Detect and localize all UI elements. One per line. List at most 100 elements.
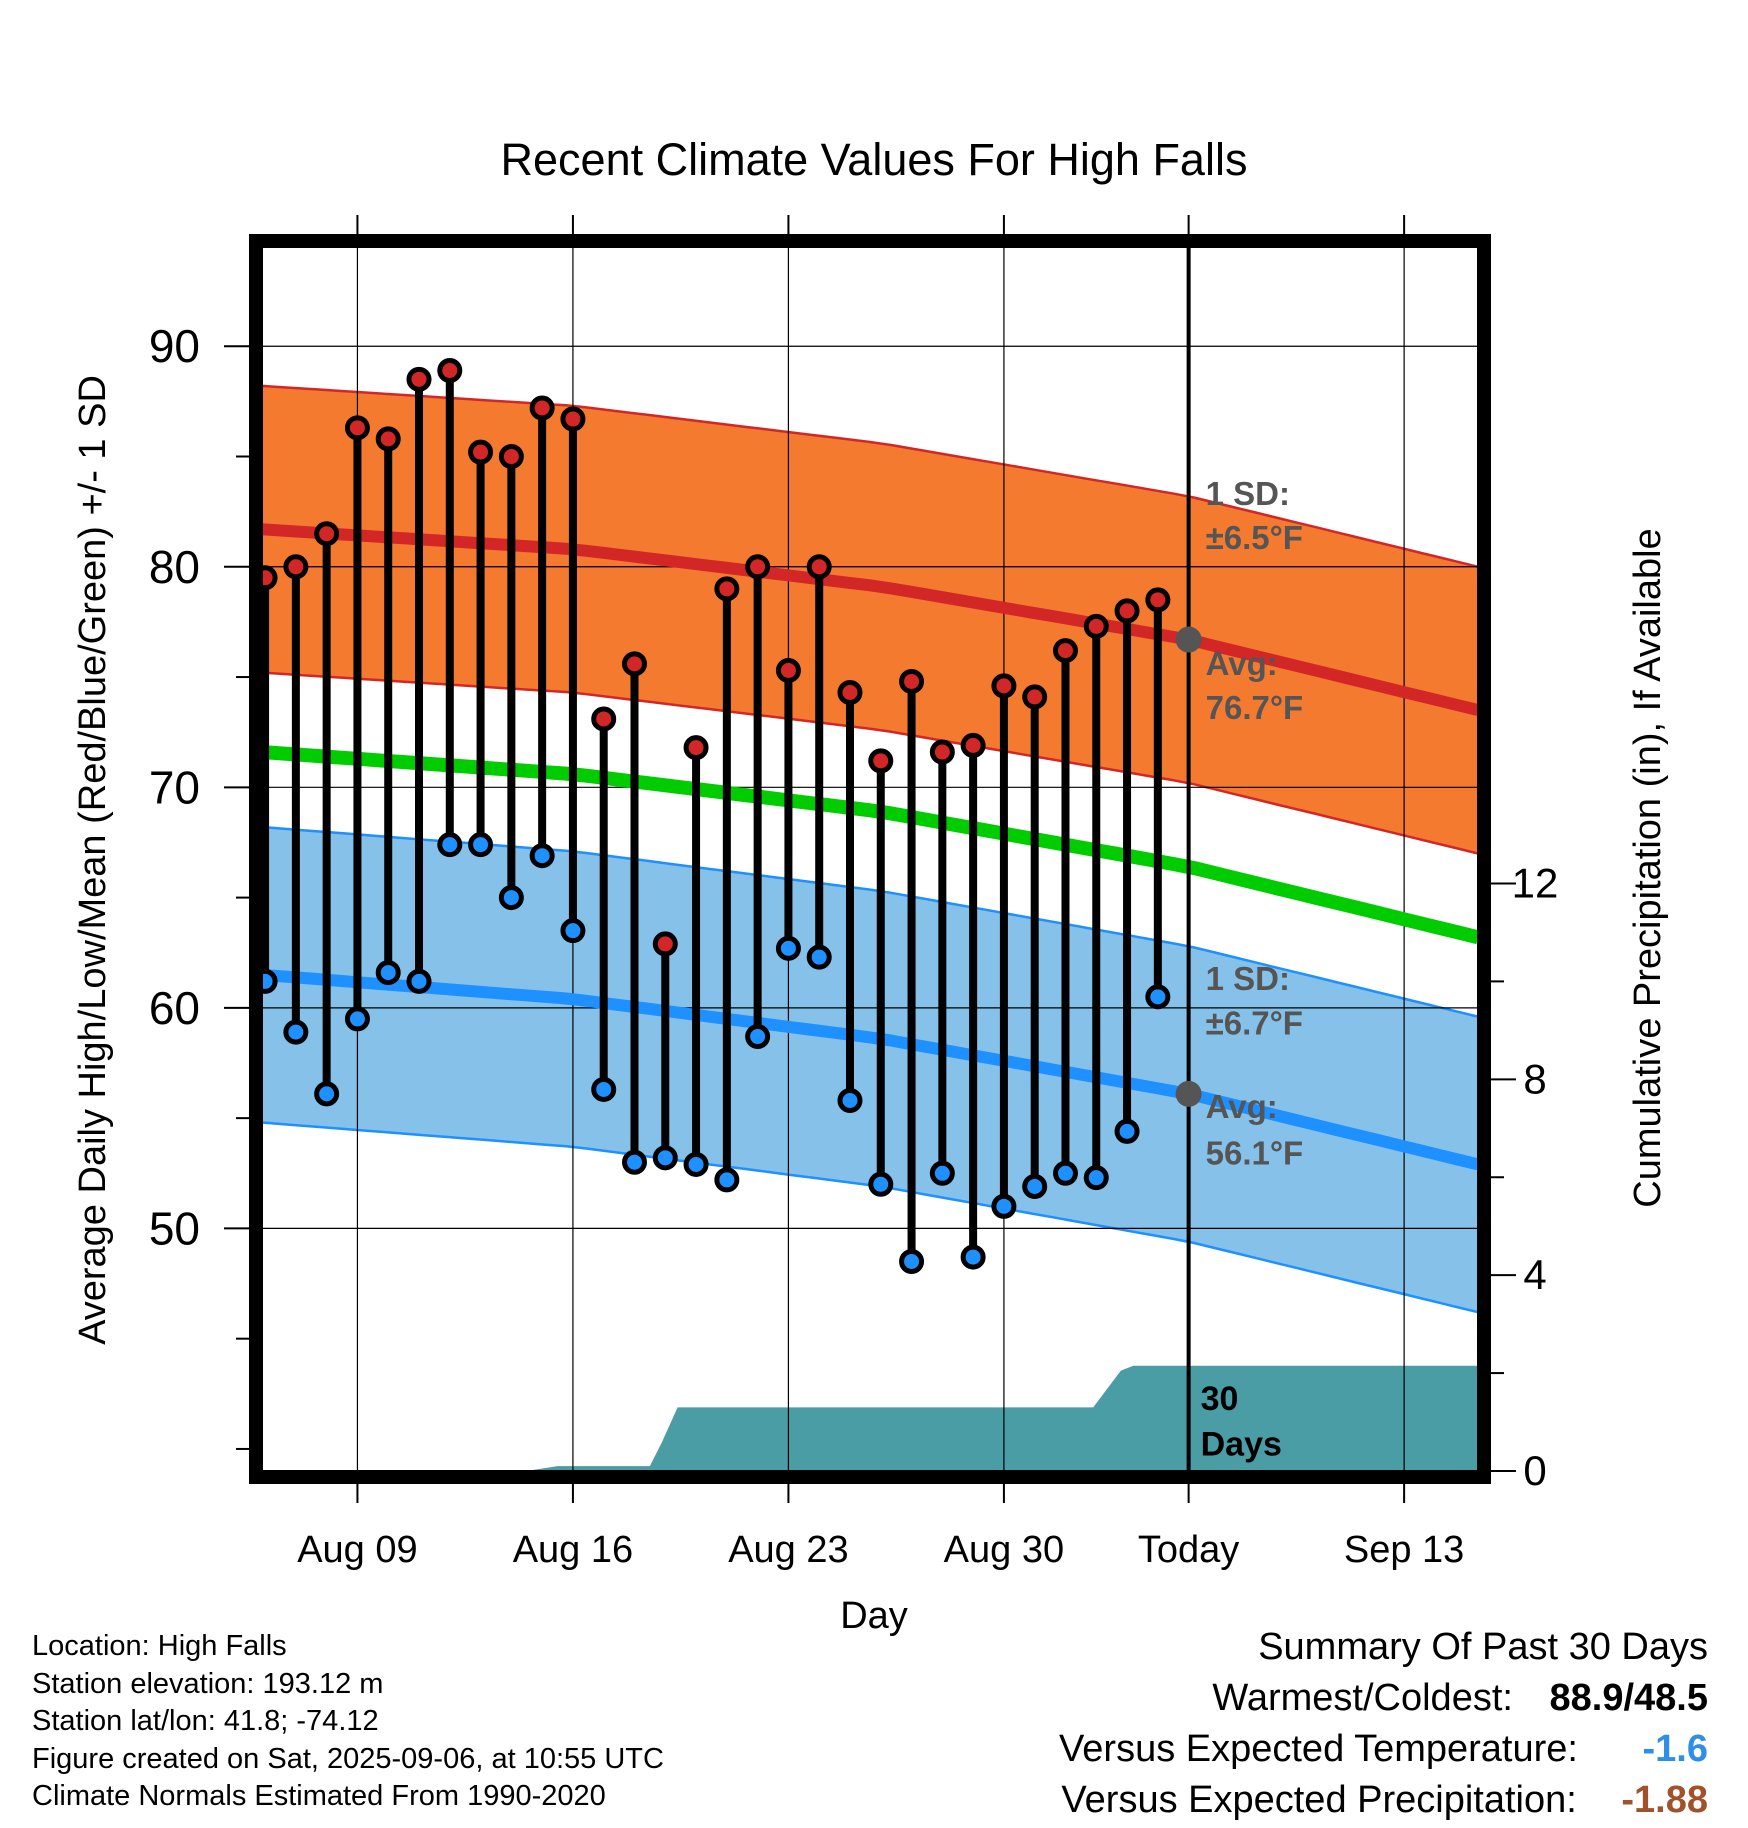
elevation-text: Station elevation: 193.12 m (32, 1667, 384, 1700)
precip-label-line1: 30 (1201, 1380, 1239, 1418)
daily-high-point (314, 521, 340, 547)
x-tick-label: Aug 30 (944, 1529, 1064, 1571)
daily-high-point (1145, 587, 1171, 613)
daily-low-point (591, 1076, 617, 1102)
daily-low-point (1114, 1118, 1140, 1144)
low-sd-upper-edge (262, 825, 1478, 1018)
warmest-coldest-value: 88.9/48.5 (1549, 1677, 1708, 1719)
latlon-text: Station lat/lon: 41.8; -74.12 (32, 1705, 379, 1737)
y2-tick-label: 0 (1523, 1447, 1546, 1494)
daily-high-point (406, 366, 432, 392)
daily-low-point (262, 968, 278, 994)
daily-low-point (929, 1160, 955, 1186)
precip-area (262, 1365, 1478, 1471)
daily-high-point (868, 748, 894, 774)
daily-high-point (283, 554, 309, 580)
y2-axis-label: Cumulative Precipitation (in), If Availa… (1627, 528, 1669, 1207)
chart-title: Recent Climate Values For High Falls (501, 134, 1248, 185)
y2-tick-label: 12 (1512, 859, 1559, 906)
daily-high-point (806, 554, 832, 580)
high-avg-label: Avg: (1206, 645, 1278, 682)
daily-low-point (1083, 1165, 1109, 1191)
normals-text: Climate Normals Estimated From 1990-2020 (32, 1780, 606, 1812)
temp-departure-row: Versus Expected Temperature: -1.6 (1059, 1724, 1708, 1775)
daily-low-point (775, 935, 801, 961)
today-low-normal-marker (1175, 1080, 1202, 1107)
x-tick-label: Sep 13 (1344, 1529, 1464, 1571)
daily-low-point (468, 832, 494, 858)
summary-panel: Summary Of Past 30 Days Warmest/Coldest:… (1059, 1622, 1708, 1826)
low-normal-line (262, 968, 1478, 1171)
temp-departure-label: Versus Expected Temperature: (1059, 1728, 1578, 1770)
daily-low-point (344, 1006, 370, 1032)
daily-low-point (652, 1145, 678, 1171)
daily-low-point (714, 1167, 740, 1193)
low-sd-band (262, 827, 1478, 1313)
daily-high-point (1083, 613, 1109, 639)
daily-high-point (929, 739, 955, 765)
low-sd-value: ±6.7°F (1206, 1004, 1303, 1041)
daily-low-point (314, 1081, 340, 1107)
daily-high-point (1022, 684, 1048, 710)
daily-low-point (437, 832, 463, 858)
daily-high-point (529, 395, 555, 421)
daily-low-point (406, 968, 432, 994)
low-avg-label: Avg: (1206, 1088, 1278, 1125)
plot-area: 1 SD: ±6.5°F Avg: 76.7°F 1 SD: ±6.7°F Avg: 56.1… (149, 215, 1559, 1571)
y-tick-label: 70 (149, 761, 200, 813)
x-tick-label: Aug 16 (513, 1529, 633, 1571)
high-avg-value: 76.7°F (1206, 689, 1304, 726)
daily-high-point (991, 673, 1017, 699)
temp-departure-value: -1.6 (1642, 1728, 1708, 1770)
x-axis-label: Day (840, 1595, 908, 1637)
high-sd-lower-edge (262, 671, 1478, 855)
precip-departure-row: Versus Expected Precipitation: -1.88 (1059, 1775, 1708, 1826)
x-tick-label: Today (1138, 1529, 1239, 1571)
daily-high-point (560, 406, 586, 432)
daily-high-point (683, 735, 709, 761)
y-axis-label: Average Daily High/Low/Mean (Red/Blue/Gr… (72, 375, 114, 1345)
daily-high-point (1052, 638, 1078, 664)
y-tick-label: 60 (149, 982, 200, 1034)
high-normal-line (262, 523, 1478, 716)
daily-low-point (498, 885, 524, 911)
daily-low-point (283, 1019, 309, 1045)
warmest-coldest-label: Warmest/Coldest: (1212, 1677, 1513, 1719)
daily-high-point (775, 657, 801, 683)
daily-low-point (960, 1244, 986, 1270)
daily-low-point (899, 1248, 925, 1274)
y-tick-label: 50 (149, 1202, 200, 1254)
daily-high-point (899, 668, 925, 694)
high-sd-value: ±6.5°F (1206, 519, 1303, 556)
today-high-normal-marker (1175, 626, 1202, 653)
y-tick-label: 90 (149, 320, 200, 372)
daily-high-point (745, 554, 771, 580)
daily-low-point (529, 843, 555, 869)
daily-high-point (344, 415, 370, 441)
plot-inner (262, 247, 1478, 1471)
location-text: Location: High Falls (32, 1630, 287, 1662)
daily-low-point (745, 1024, 771, 1050)
daily-high-point (714, 576, 740, 602)
high-sd-upper-edge (262, 384, 1478, 569)
daily-low-point (683, 1151, 709, 1177)
daily-low-point (375, 960, 401, 986)
daily-low-point (621, 1149, 647, 1175)
daily-low-point (868, 1171, 894, 1197)
daily-high-point (591, 706, 617, 732)
daily-high-point (960, 732, 986, 758)
daily-low-point (837, 1087, 863, 1113)
mean-normal-line (262, 745, 1478, 945)
y-tick-label: 80 (149, 541, 200, 593)
daily-low-point (1022, 1174, 1048, 1200)
daily-high-point (652, 931, 678, 957)
station-info: Location: High Falls Station elevation: … (32, 1628, 664, 1816)
daily-low-point (806, 944, 832, 970)
daily-high-point (468, 439, 494, 465)
warmest-coldest-row: Warmest/Coldest: 88.9/48.5 (1059, 1673, 1708, 1724)
high-sd-label: 1 SD: (1206, 475, 1290, 512)
daily-high-point (1114, 598, 1140, 624)
y2-tick-label: 4 (1523, 1251, 1546, 1298)
precip-departure-label: Versus Expected Precipitation: (1061, 1779, 1577, 1821)
daily-high-point (262, 565, 278, 591)
